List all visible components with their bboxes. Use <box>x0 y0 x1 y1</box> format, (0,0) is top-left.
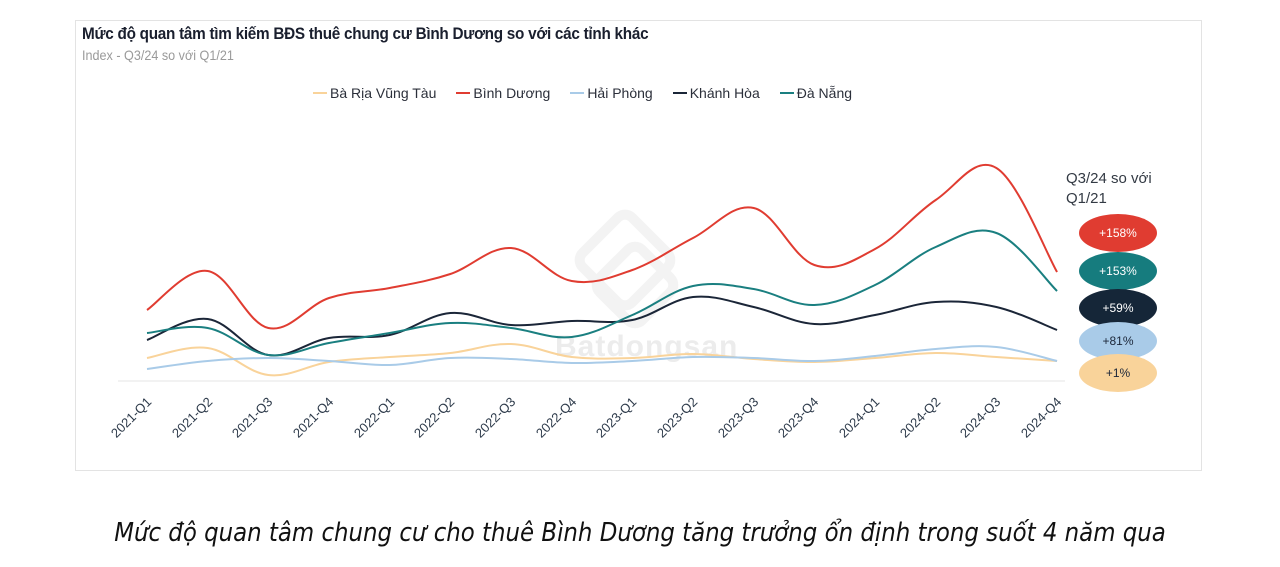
legend-item: Khánh Hòa <box>672 85 760 101</box>
chart-legend: Bà Rịa Vũng Tàu Bình Dương Hải Phòng Khánh … <box>313 85 872 101</box>
legend-label: Đà Nẵng <box>796 85 853 101</box>
change-badge: +158% <box>1079 214 1157 252</box>
series-line <box>146 163 1058 330</box>
legend-label: Bình Dương <box>473 85 551 101</box>
legend-label: Hải Phòng <box>587 85 653 101</box>
series-line <box>146 295 1058 357</box>
series-line <box>146 345 1058 370</box>
legend-swatch-icon <box>672 92 687 94</box>
chart-subtitle: Index - Q3/24 so với Q1/21 <box>82 47 234 63</box>
legend-item: Bình Dương <box>456 85 550 101</box>
change-badge: +81% <box>1079 322 1157 360</box>
legend-swatch-icon <box>779 92 794 94</box>
legend-swatch-icon <box>456 92 471 94</box>
series-line <box>146 229 1058 357</box>
figure-caption: Mức độ quan tâm chung cư cho thuê Bình D… <box>114 518 1166 548</box>
series-line <box>146 342 1058 377</box>
legend-item: Hải Phòng <box>570 85 653 101</box>
chart-title: Mức độ quan tâm tìm kiếm BĐS thuê chung … <box>82 24 649 43</box>
change-badge: +1% <box>1079 354 1157 392</box>
legend-swatch-icon <box>313 92 327 94</box>
legend-item: Bà Rịa Vũng Tàu <box>313 85 436 101</box>
legend-label: Khánh Hòa <box>689 85 760 101</box>
side-panel-title: Q3/24 so với Q1/21 <box>1066 170 1152 207</box>
change-badge: +153% <box>1079 252 1157 290</box>
legend-swatch-icon <box>570 92 585 94</box>
watermark-logo-icon <box>574 209 679 329</box>
legend-label: Bà Rịa Vũng Tàu <box>330 85 437 101</box>
change-badge: +59% <box>1079 289 1157 327</box>
legend-item: Đà Nẵng <box>779 85 853 101</box>
